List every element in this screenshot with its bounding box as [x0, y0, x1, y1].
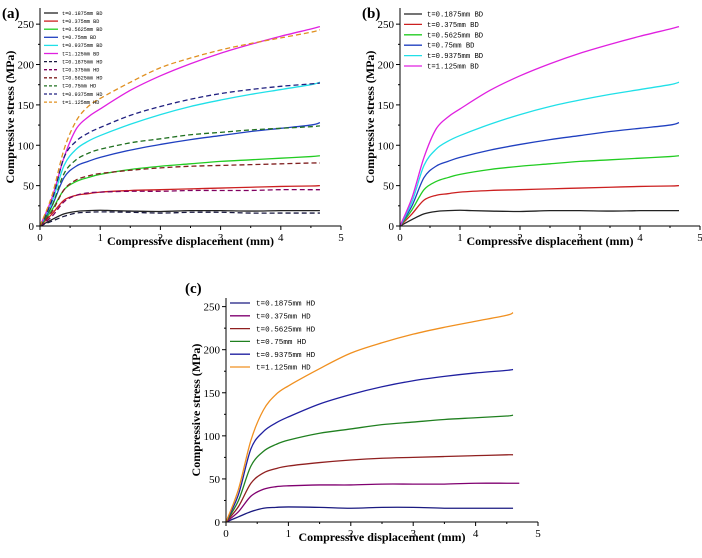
y-tick-label: 250: [378, 19, 395, 31]
x-tick-label: 1: [286, 528, 292, 540]
panel-label: (a): [2, 6, 20, 22]
series-line: [39, 209, 320, 227]
legend-label: t=1.125mm HD: [62, 100, 99, 106]
legend-label: t=1.125mm HD: [256, 365, 311, 373]
series-line: [399, 184, 680, 227]
y-tick-label: 50: [23, 181, 35, 193]
series-line: [225, 506, 514, 523]
series-line: [399, 81, 680, 227]
legend-label: t=0.9375mm BD: [427, 53, 483, 61]
series-line: [39, 188, 320, 227]
legend-label: t=0.5625mm BD: [62, 27, 102, 33]
series-line: [39, 82, 320, 227]
y-tick-label: 200: [18, 60, 35, 72]
series-line: [225, 454, 514, 523]
legend-label: t=0.375mm BD: [62, 19, 99, 25]
legend-label: t=0.9375mm HD: [256, 352, 316, 360]
x-tick-label: 0: [397, 232, 403, 244]
y-tick-label: 150: [204, 388, 221, 400]
x-tick-label: 4: [637, 232, 643, 244]
y-tick-label: 100: [204, 431, 221, 443]
x-tick-label: 2: [517, 232, 523, 244]
y-tick-label: 200: [204, 345, 221, 357]
legend-label: t=0.375mm BD: [427, 22, 479, 30]
y-tick-label: 0: [215, 517, 221, 529]
y-tick-label: 250: [18, 19, 35, 31]
series-line: [39, 211, 320, 227]
y-tick-label: 200: [378, 60, 395, 72]
x-tick-label: 5: [535, 528, 541, 540]
series-line: [399, 209, 679, 227]
series-line: [225, 368, 514, 523]
series-line: [225, 312, 514, 523]
x-axis-title: Compressive displacement (mm): [107, 234, 274, 248]
legend-label: t=0.1875mm BD: [427, 12, 483, 20]
legend-label: t=0.5625mm HD: [62, 76, 102, 82]
x-axis-title: Compressive displacement (mm): [298, 530, 465, 544]
legend-label: t=0.75mm BD: [62, 35, 96, 41]
x-tick-label: 3: [218, 232, 224, 244]
y-tick-label: 250: [204, 302, 221, 314]
x-tick-label: 0: [223, 528, 229, 540]
legend-label: t=0.5625mm HD: [256, 326, 316, 334]
series-line: [225, 414, 514, 523]
x-tick-label: 4: [473, 528, 479, 540]
series-line: [399, 25, 680, 227]
x-tick-label: 2: [158, 232, 164, 244]
y-tick-label: 100: [18, 140, 35, 152]
x-tick-label: 3: [410, 528, 416, 540]
series-line: [225, 482, 520, 523]
y-axis-title: Compressive stress (MPa): [189, 344, 203, 477]
x-tick-label: 3: [577, 232, 583, 244]
legend-label: t=0.9375mm HD: [62, 92, 102, 98]
series-line: [399, 155, 680, 227]
x-tick-label: 5: [338, 232, 344, 244]
legend-label: t=0.75mm HD: [256, 339, 307, 347]
x-tick-label: 4: [278, 232, 284, 244]
series-line: [39, 155, 320, 227]
x-tick-label: 1: [97, 232, 103, 244]
series-line: [39, 81, 321, 227]
y-tick-label: 50: [209, 474, 221, 486]
x-tick-label: 1: [457, 232, 463, 244]
legend-label: t=0.1875mm HD: [62, 59, 102, 65]
x-axis-title: Compressive displacement (mm): [466, 234, 633, 248]
y-tick-label: 0: [389, 221, 395, 233]
legend-label: t=0.9375mm BD: [62, 43, 102, 49]
y-tick-label: 150: [378, 100, 395, 112]
legend-label: t=1.125mm BD: [62, 51, 99, 57]
series-line: [39, 125, 320, 227]
x-tick-label: 2: [348, 528, 354, 540]
legend-label: t=0.75mm BD: [427, 43, 474, 51]
legend-label: t=0.75mm HD: [62, 84, 96, 90]
legend-label: t=0.5625mm BD: [427, 32, 483, 40]
y-tick-label: 0: [29, 221, 35, 233]
legend-label: t=0.375mm HD: [256, 313, 311, 321]
series-line: [39, 162, 320, 227]
panel-label: (b): [362, 6, 380, 22]
legend-label: t=1.125mm BD: [427, 64, 479, 72]
y-tick-label: 100: [378, 140, 395, 152]
x-tick-label: 0: [37, 232, 43, 244]
series-line: [399, 122, 680, 227]
y-tick-label: 50: [383, 181, 395, 193]
y-axis-title: Compressive stress (MPa): [3, 51, 17, 184]
series-line: [39, 184, 320, 227]
panel-label: (c): [185, 281, 202, 297]
legend-label: t=0.1875mm BD: [62, 11, 102, 17]
legend-label: t=0.375mm HD: [62, 68, 99, 74]
y-axis-title: Compressive stress (MPa): [363, 51, 377, 184]
y-tick-label: 150: [18, 100, 35, 112]
x-tick-label: 5: [697, 232, 702, 244]
series-line: [39, 29, 321, 227]
legend-label: t=0.1875mm HD: [256, 301, 316, 309]
